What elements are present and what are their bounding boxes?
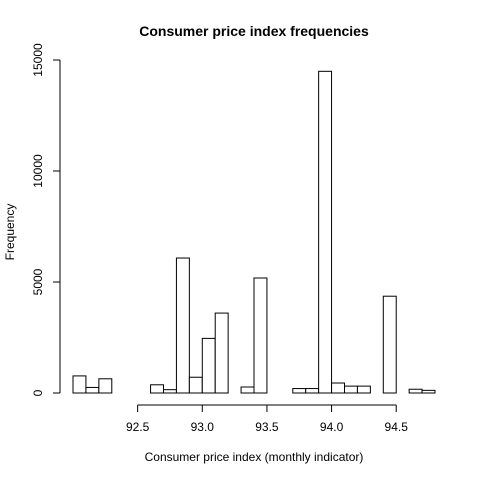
histogram-bar xyxy=(176,258,189,393)
histogram-bar xyxy=(99,379,112,393)
y-axis-label: Frequency xyxy=(3,204,17,261)
histogram-bar xyxy=(409,389,422,393)
histogram-bar xyxy=(345,386,358,393)
histogram-bar xyxy=(164,390,177,393)
histogram-bar xyxy=(332,383,345,393)
histogram-bar xyxy=(215,313,228,393)
histogram-bar xyxy=(202,338,215,393)
bars-group xyxy=(73,71,435,393)
x-tick-label: 92.5 xyxy=(126,420,150,434)
histogram-bar xyxy=(86,387,99,393)
x-axis-label: Consumer price index (monthly indicator) xyxy=(145,450,364,464)
histogram-bar xyxy=(383,296,396,393)
histogram-bar xyxy=(254,278,267,393)
x-tick-label: 94.0 xyxy=(320,420,344,434)
x-tick-label: 93.0 xyxy=(191,420,215,434)
histogram-bar xyxy=(422,390,435,393)
y-axis: 0 5000 10000 15000 xyxy=(31,43,60,396)
x-axis: 92.5 93.0 93.5 94.0 94.5 xyxy=(126,405,408,434)
y-tick-label: 5000 xyxy=(31,268,45,295)
histogram-bar xyxy=(189,377,202,393)
y-tick-label: 15000 xyxy=(31,43,45,77)
histogram-bar xyxy=(306,389,319,393)
histogram-bar xyxy=(293,389,306,393)
histogram-bar xyxy=(241,387,254,393)
y-tick-label: 10000 xyxy=(31,154,45,188)
histogram-bar xyxy=(73,376,86,393)
histogram-bar xyxy=(357,386,370,393)
x-tick-label: 94.5 xyxy=(385,420,409,434)
chart-title: Consumer price index frequencies xyxy=(139,23,369,39)
histogram-bar xyxy=(319,71,332,393)
y-tick-label: 0 xyxy=(31,389,45,396)
histogram-bar xyxy=(151,385,164,393)
x-tick-label: 93.5 xyxy=(255,420,279,434)
